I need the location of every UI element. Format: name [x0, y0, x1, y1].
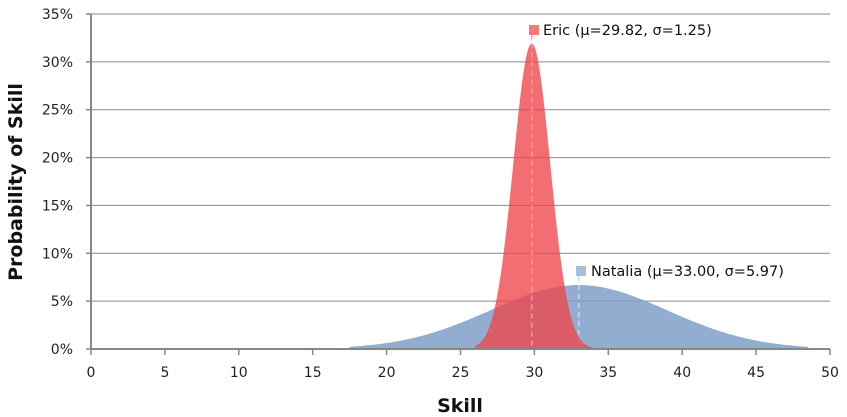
gridlines	[91, 13, 830, 302]
y-tick-label: 10%	[42, 246, 73, 262]
x-axis-tick-labels: 0 5 10 15 20 25 30 35 40 45 50	[87, 365, 839, 381]
y-tick-label: 15%	[42, 198, 73, 214]
eric-annotation-label: Eric (μ=29.82, σ=1.25)	[543, 23, 712, 39]
x-tick-label: 15	[304, 365, 322, 381]
natalia-annotation-label: Natalia (μ=33.00, σ=5.97)	[591, 264, 784, 280]
natalia-distribution-area	[349, 267, 808, 349]
x-tick-label: 5	[160, 365, 169, 381]
x-tick-label: 20	[378, 365, 396, 381]
x-tick-label: 50	[821, 365, 839, 381]
y-tick-label: 0%	[51, 342, 73, 358]
x-tick-label: 40	[673, 365, 691, 381]
y-axis-tick-labels: 0% 5% 10% 15% 20% 25% 30% 35%	[42, 7, 73, 358]
x-axis-title: Skill	[437, 395, 483, 417]
x-tick-label: 10	[230, 365, 248, 381]
x-tick-label: 25	[452, 365, 470, 381]
x-tick-label: 0	[87, 365, 96, 381]
y-tick-label: 30%	[42, 55, 73, 71]
eric-curve	[475, 43, 594, 350]
y-tick-label: 5%	[51, 294, 73, 310]
y-tick-label: 20%	[42, 151, 73, 167]
eric-legend-marker	[529, 25, 539, 35]
y-tick-label: 35%	[42, 7, 73, 23]
y-tick-label: 25%	[42, 103, 73, 119]
x-tick-label: 35	[599, 365, 617, 381]
x-tick-label: 30	[525, 365, 543, 381]
y-axis-title: Probability of Skill	[5, 83, 27, 281]
natalia-legend-marker	[576, 266, 586, 276]
x-tick-label: 45	[747, 365, 765, 381]
eric-distribution-area	[475, 25, 594, 350]
axes	[86, 13, 831, 355]
